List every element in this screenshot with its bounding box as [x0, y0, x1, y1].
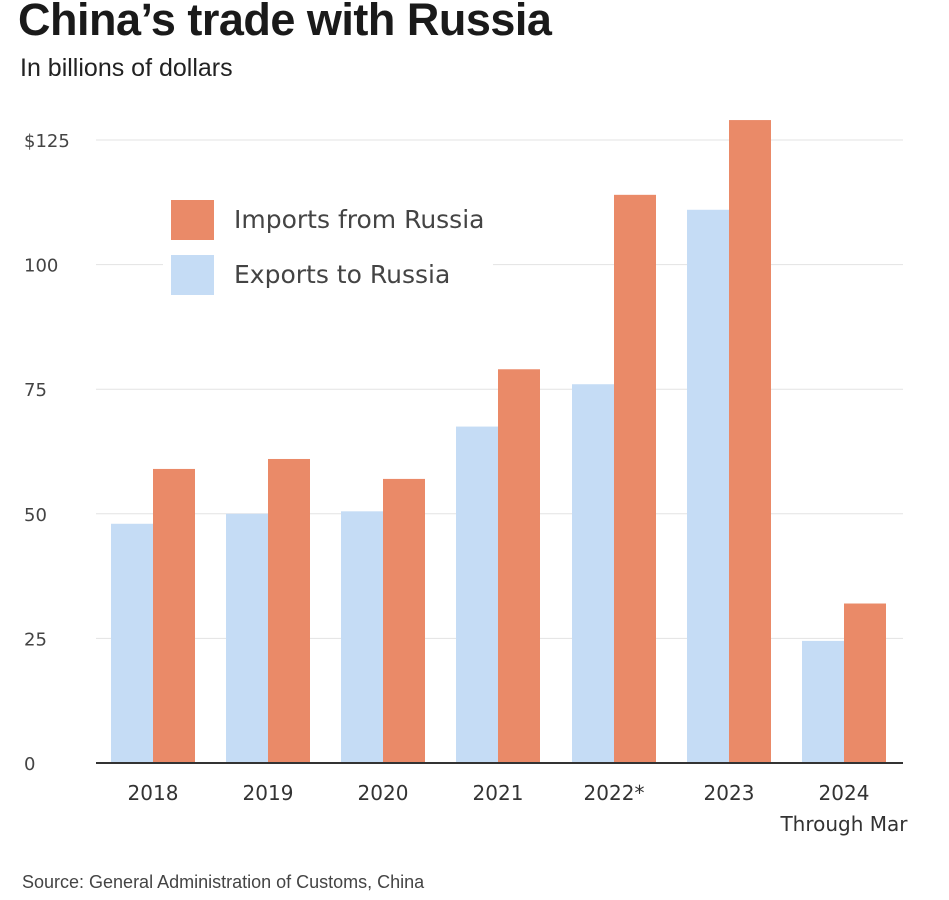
y-tick-label-50: 50 — [24, 505, 47, 526]
bar-exports-2 — [341, 511, 383, 763]
legend-swatch-imports — [171, 200, 214, 240]
y-tick-label-100: 100 — [24, 256, 58, 277]
bar-exports-1 — [226, 513, 268, 763]
bar-imports-4 — [614, 194, 656, 764]
legend-background — [163, 188, 493, 306]
y-tick-label-0: 0 — [24, 754, 35, 775]
bar-exports-3 — [456, 426, 498, 763]
bar-exports-5 — [687, 209, 729, 763]
x-tick-label-0: 2018 — [128, 781, 179, 805]
y-tick-label-25: 25 — [24, 629, 47, 650]
x-tick-label-6: 2024 Through Mar — [779, 781, 908, 836]
source-note: Source: General Administration of Custom… — [22, 872, 425, 892]
bar-imports-3 — [498, 369, 540, 763]
chart-title: China’s trade with Russia — [18, 0, 552, 45]
bar-imports-0 — [153, 468, 195, 763]
x-tick-label-2: 2020 — [358, 781, 409, 805]
bar-imports-5 — [729, 120, 771, 763]
x-tick-label-4: 2022* — [584, 781, 645, 805]
chart-subtitle: In billions of dollars — [20, 54, 233, 82]
legend-swatch-exports — [171, 255, 214, 295]
y-tick-label-125: $125 — [24, 131, 70, 152]
x-tick-label-3: 2021 — [473, 781, 524, 805]
bar-exports-4 — [572, 384, 614, 763]
bar-exports-6 — [802, 640, 844, 763]
legend-label-imports: Imports from Russia — [234, 205, 484, 234]
x-tick-label-5: 2023 — [704, 781, 755, 805]
category-labels: 2018 2019 2020 2021 2022* 2023 2024 Through Mar — [128, 781, 909, 836]
bars — [111, 120, 886, 764]
legend: Imports from Russia Exports to Russia — [163, 188, 493, 306]
y-tick-label-75: 75 — [24, 380, 47, 401]
legend-label-exports: Exports to Russia — [234, 260, 450, 289]
bar-imports-2 — [383, 478, 425, 763]
bar-imports-1 — [268, 458, 310, 763]
y-tick-labels: 0 25 50 75 100 $125 — [24, 131, 70, 775]
x-tick-label-1: 2019 — [243, 781, 294, 805]
bar-exports-0 — [111, 523, 153, 763]
bar-imports-6 — [844, 603, 886, 763]
